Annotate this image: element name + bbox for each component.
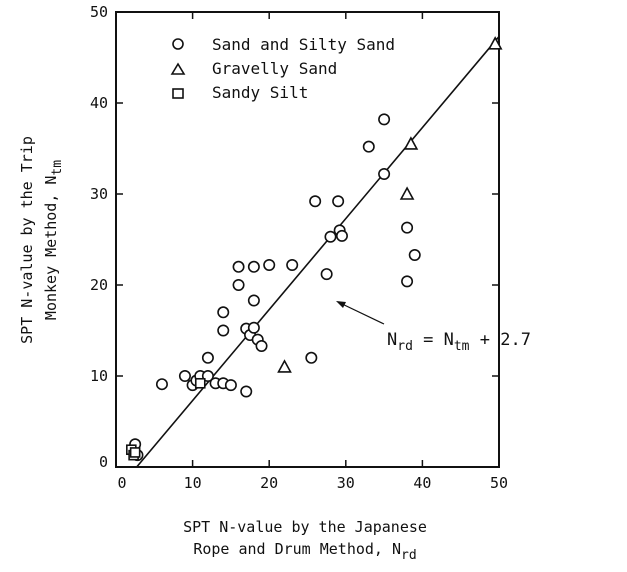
- point-sand-silty-sand: [332, 195, 345, 208]
- point-sandy-silt: [129, 447, 141, 458]
- annotation-arrow-head: [336, 301, 346, 308]
- point-sandy-silt: [194, 377, 206, 389]
- point-sand-silty-sand: [217, 324, 230, 337]
- y-axis-title-line2: Monkey Method, Ntm: [42, 160, 65, 320]
- y-axis-title-main: Monkey Method, N: [42, 176, 60, 321]
- point-sand-silty-sand: [362, 140, 375, 153]
- x-axis-title-line1: SPT N-value by the Japanese: [183, 518, 427, 536]
- point-sand-silty-sand: [309, 195, 322, 208]
- axes: [115, 11, 500, 468]
- x-tick-label: 10: [184, 474, 202, 492]
- fit-label-tail: + 2.7: [470, 330, 531, 350]
- point-sand-silty-sand: [320, 268, 333, 281]
- fit-line: [136, 36, 500, 468]
- y-tick-label: 0: [99, 453, 108, 471]
- point-sand-silty-sand: [305, 351, 318, 364]
- y-tick-label: 50: [90, 3, 108, 21]
- x-tick-label: 40: [413, 474, 431, 492]
- point-sand-silty-sand: [401, 275, 414, 288]
- point-sand-silty-sand: [247, 260, 260, 273]
- plot-frame: [115, 11, 500, 468]
- x-tick-label: 20: [260, 474, 278, 492]
- fit-line-group: [136, 36, 500, 468]
- point-sand-silty-sand: [178, 369, 191, 382]
- point-gravelly-sand: [277, 359, 292, 373]
- point-sand-silty-sand: [247, 321, 260, 334]
- point-sand-silty-sand: [408, 248, 421, 261]
- legend-circle-marker: [172, 38, 184, 50]
- point-sand-silty-sand: [255, 339, 268, 352]
- legend-triangle-marker: [170, 62, 186, 75]
- point-sand-silty-sand: [240, 385, 253, 398]
- point-sand-silty-sand: [155, 378, 168, 391]
- fit-label-sub-tm: tm: [454, 339, 470, 354]
- x-axis-title-sub: rd: [401, 548, 417, 563]
- x-axis-title-main: Rope and Drum Method, N: [193, 540, 401, 558]
- y-tick-label: 40: [90, 94, 108, 112]
- point-sand-silty-sand: [224, 379, 237, 392]
- point-sand-silty-sand: [335, 229, 348, 242]
- legend-label-sand-silty-sand: Sand and Silty Sand: [212, 35, 395, 54]
- annotation-arrow-line: [337, 301, 385, 325]
- legend-square-marker: [172, 88, 184, 99]
- point-sand-silty-sand: [232, 278, 245, 291]
- x-axis-title-line2: Rope and Drum Method, Nrd: [193, 540, 416, 563]
- point-sand-silty-sand: [378, 113, 391, 126]
- y-tick-label: 10: [90, 367, 108, 385]
- point-sand-silty-sand: [401, 221, 414, 234]
- y-axis-title-sub: tm: [50, 160, 65, 176]
- x-tick-label: 0: [117, 474, 126, 492]
- y-tick-label: 30: [90, 185, 108, 203]
- point-sand-silty-sand: [378, 167, 391, 180]
- point-gravelly-sand: [399, 186, 415, 200]
- fit-label-n1: N: [387, 330, 397, 350]
- point-sand-silty-sand: [217, 306, 230, 319]
- point-sand-silty-sand: [286, 258, 299, 271]
- point-gravelly-sand: [403, 136, 419, 150]
- point-sand-silty-sand: [201, 351, 214, 364]
- fit-label-sub-rd: rd: [397, 339, 413, 354]
- x-tick-label: 50: [490, 474, 508, 492]
- point-sand-silty-sand: [324, 230, 337, 243]
- legend: Sand and Silty Sand Gravelly Sand Sandy …: [170, 35, 395, 102]
- fit-label-eq: = N: [413, 330, 454, 350]
- fit-equation-label: Nrd = Ntm + 2.7: [387, 330, 531, 354]
- axis-ticks: 0 10 20 30 40 50 0 10 20 30 40 50: [90, 3, 508, 492]
- point-sand-silty-sand: [263, 258, 276, 271]
- y-tick-label: 20: [90, 276, 108, 294]
- point-sand-silty-sand: [232, 260, 245, 273]
- y-axis-title-line1: SPT N-value by the Trip: [18, 136, 36, 344]
- point-sand-silty-sand: [247, 294, 260, 307]
- x-tick-label: 30: [337, 474, 355, 492]
- legend-label-sandy-silt: Sandy Silt: [212, 83, 308, 102]
- data-points: [126, 36, 503, 462]
- point-gravelly-sand: [487, 36, 503, 50]
- legend-label-gravelly-sand: Gravelly Sand: [212, 59, 337, 78]
